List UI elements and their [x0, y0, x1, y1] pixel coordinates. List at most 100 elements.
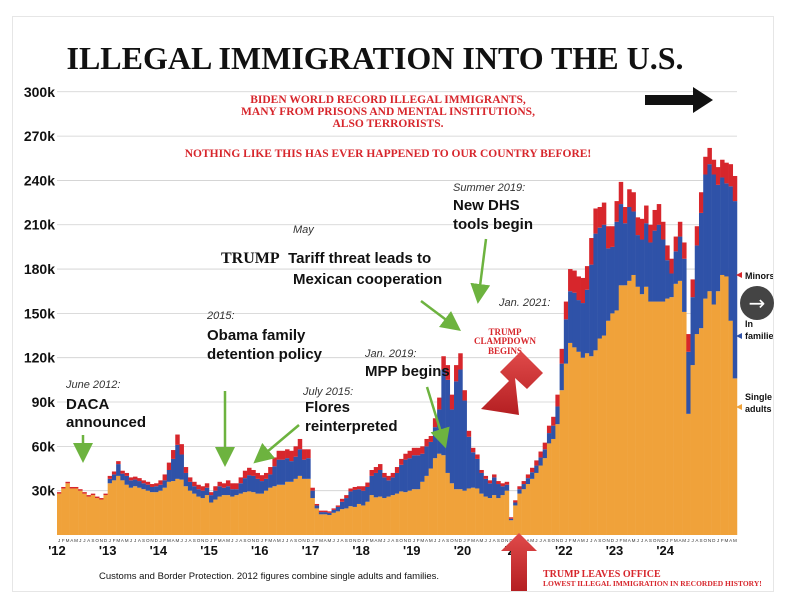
bar-segment-in-families [546, 433, 552, 444]
bar-segment-minors [462, 390, 467, 401]
next-slide-button[interactable]: → [740, 286, 774, 320]
clampdown-line-3: BEGINS [488, 346, 522, 356]
year-tick-label: '23 [606, 543, 624, 558]
bar-segment-in-families [563, 319, 569, 364]
bar-segment-single-adults [213, 499, 218, 535]
bar-segment-in-families [268, 474, 273, 488]
month-tick-label: N [353, 538, 356, 543]
bar-segment-single-adults [479, 493, 484, 535]
month-tick-label: J [83, 538, 85, 543]
month-tick-label: M [623, 538, 627, 543]
bar-segment-minors [698, 192, 704, 213]
bar-segment-minors [466, 430, 472, 437]
bar-segment-single-adults [323, 514, 328, 535]
bar-segment-single-adults [420, 481, 425, 535]
bar-segment-minors [217, 481, 222, 487]
legend-single-line-2: adults [745, 404, 772, 414]
tariff-arrow-icon [420, 300, 461, 331]
bar-segment-minors [221, 483, 227, 488]
bar-segment-in-families [390, 477, 396, 496]
bar-segment-minors [171, 450, 176, 459]
bar-segment-in-families [648, 242, 653, 302]
bar-segment-in-families [365, 486, 370, 502]
month-tick-label: N [454, 538, 457, 543]
month-tick-label: J [79, 538, 81, 543]
bar-segment-minors [352, 486, 358, 490]
year-tick-label: '22 [555, 543, 573, 558]
bar-segment-minors [247, 467, 252, 476]
bar-segment-minors [665, 245, 670, 261]
bar-segment-minors [724, 162, 729, 184]
bar-segment-single-adults [204, 495, 210, 535]
bar-segment-minors [133, 476, 138, 480]
month-tick-label: O [247, 538, 251, 543]
bar-segment-single-adults [449, 483, 455, 535]
biden-note-line-2: MANY FROM PRISONS AND MENTAL INSTITUTION… [241, 106, 535, 118]
bar-segment-minors [377, 464, 383, 470]
bar-segment-minors [563, 301, 569, 320]
month-tick-label: F [619, 538, 622, 543]
bar-segment-single-adults [627, 280, 632, 535]
bar-segment-minors [656, 204, 662, 225]
bar-segment-single-adults [69, 488, 75, 535]
bar-segment-in-families [234, 489, 239, 496]
month-tick-label: N [556, 538, 559, 543]
month-tick-label: D [357, 538, 361, 543]
bar-segment-single-adults [576, 351, 581, 535]
bar-segment-single-adults [584, 353, 590, 535]
bar-segment-single-adults [133, 486, 138, 535]
month-tick-label: D [104, 538, 108, 543]
bar-segment-single-adults [652, 301, 657, 535]
bar-segment-minors [707, 147, 712, 165]
bar-segment-in-families [331, 509, 336, 513]
bar-segment-minors [479, 469, 484, 473]
bar-segment-in-families [715, 184, 721, 292]
bar-segment-minors [576, 276, 581, 301]
bar-segment-single-adults [301, 478, 307, 535]
gridlines [57, 91, 737, 492]
bar-segment-in-families [251, 475, 256, 493]
bar-segment-minors [145, 481, 151, 485]
bar-segment-single-adults [331, 512, 336, 535]
bar-segment-minors [61, 486, 66, 489]
bar-segment-single-adults [492, 495, 497, 535]
bar-segment-single-adults [728, 320, 734, 535]
bar-segment-minors [610, 226, 615, 247]
bar-segment-minors [525, 474, 531, 479]
month-tick-label: M [420, 538, 424, 543]
bar-segment-minors [141, 480, 146, 484]
bar-segment-minors [728, 164, 734, 187]
bar-segment-minors [255, 472, 260, 479]
bar-segment-minors [403, 453, 408, 460]
bar-segment-minors [297, 438, 303, 450]
bar-segment-minors [95, 496, 100, 499]
month-tick-label: N [657, 538, 660, 543]
bar-segment-minors [530, 467, 535, 473]
bar-segment-single-adults [424, 475, 429, 535]
month-tick-label: N [302, 538, 305, 543]
bar-segment-in-families [470, 452, 476, 488]
bar-segment-in-families [631, 211, 636, 275]
bar-segment-minors [213, 486, 218, 491]
bar-segment-in-families [597, 227, 603, 339]
bar-segment-in-families [732, 201, 738, 379]
bar-segment-single-adults [618, 285, 624, 535]
dhs-line-1: New DHS [453, 197, 520, 214]
bar-segment-in-families [276, 459, 282, 485]
bar-segment-minors [420, 446, 425, 454]
month-tick-label: J [180, 538, 182, 543]
month-tick-label: J [489, 538, 491, 543]
bar-segment-single-adults [546, 443, 552, 535]
bar-segment-single-adults [686, 413, 691, 535]
bar-segment-in-families [382, 477, 387, 499]
year-tick-labels: '12'13'14'15'16'17'18'19'20'21'22'23'24 [48, 543, 675, 558]
bar-segment-in-families [466, 436, 472, 489]
bar-segment-minors [572, 270, 577, 293]
bar-segment-in-families [242, 478, 248, 493]
chart-title: ILLEGAL IMMIGRATION INTO THE U.S. [66, 40, 683, 76]
bar-segment-in-families [399, 464, 404, 492]
month-tick-label: O [501, 538, 505, 543]
bar-segment-single-adults [183, 486, 189, 535]
bar-segment-single-adults [648, 301, 653, 535]
bar-segment-single-adults [682, 311, 687, 535]
